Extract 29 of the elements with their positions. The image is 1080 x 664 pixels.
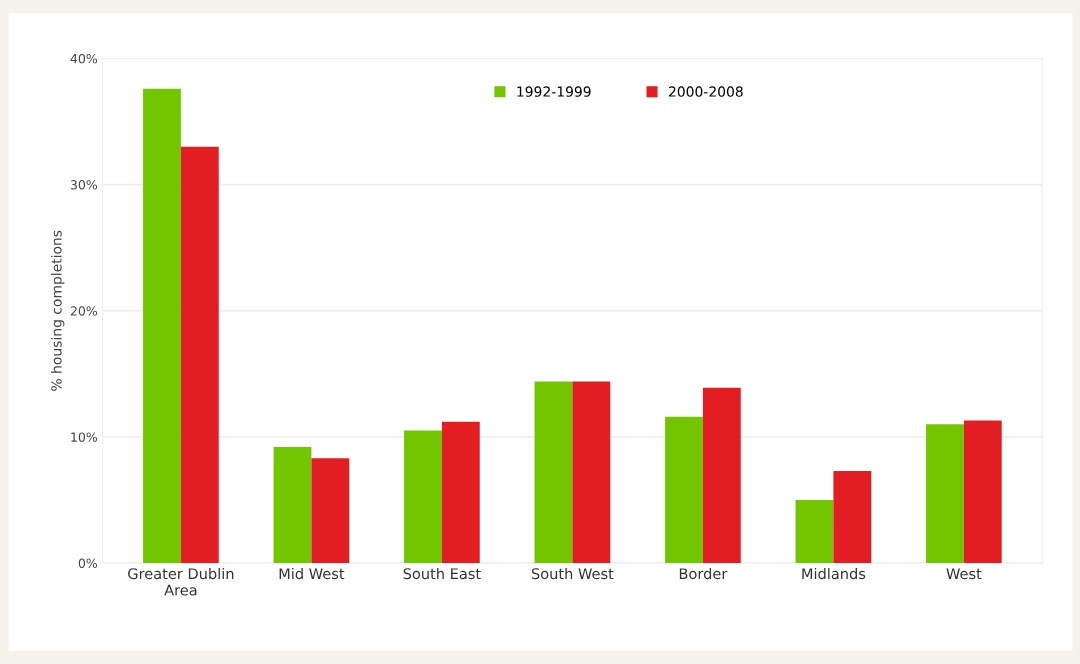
legend-label: 1992-1999 [517,86,591,97]
bar [534,381,573,564]
bar [833,470,872,564]
x-tick-label: Greater Dublin Area [128,567,234,596]
bar [404,430,442,564]
y-tick-label: 0% [78,558,98,568]
bar [963,420,1002,564]
x-tick-label: West [946,568,982,580]
bar [311,458,350,564]
x-tick-label: South East [403,567,481,580]
y-tick-label: 30% [70,180,98,190]
bar [702,387,741,564]
bar [665,416,703,564]
y-tick-label: 40% [70,53,98,64]
y-tick-label: 20% [70,306,98,316]
legend-label: 2000-2008 [669,86,743,97]
bar [441,421,480,564]
x-tick-label: Midlands [802,567,866,580]
x-tick-label: South West [531,567,614,580]
bar [572,381,611,564]
y-tick-label: 10% [71,432,98,442]
bar [926,424,964,564]
x-tick-label: Border [679,567,728,580]
y-axis-title: % housing completions [50,230,65,391]
bar [143,88,181,564]
bar [180,146,219,564]
bar [795,499,834,564]
bar [273,447,312,564]
x-tick-label: Mid West [279,567,345,580]
